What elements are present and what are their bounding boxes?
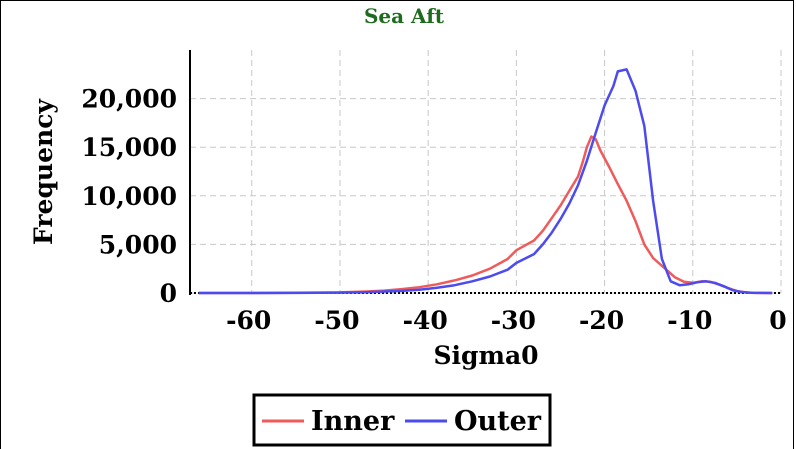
x-ticks: -60 -50 -40 -30 -20 -10 0 [226, 306, 787, 335]
legend-label-outer: Outer [454, 406, 542, 437]
legend-label-inner: Inner [311, 406, 395, 437]
chart-title: Sea Aft [364, 4, 445, 28]
x-axis-label: Sigma0 [433, 341, 538, 370]
x-tick-label: -50 [314, 306, 359, 335]
legend: Inner Outer [252, 393, 552, 447]
x-tick-label: -40 [403, 306, 448, 335]
series-line-outer [198, 68, 773, 295]
series-group [198, 68, 773, 295]
axes [189, 50, 781, 295]
x-tick-label: -10 [667, 306, 712, 335]
y-axis-label: Frequency [29, 98, 58, 245]
y-tick-label: 15,000 [81, 133, 177, 162]
grid [190, 50, 782, 294]
y-tick-label: 20,000 [81, 85, 177, 114]
x-tick-label: -20 [579, 306, 624, 335]
x-tick-label: -30 [491, 306, 536, 335]
series-line-inner [198, 135, 773, 295]
x-tick-label: 0 [769, 306, 786, 335]
x-tick-label: -60 [226, 306, 271, 335]
y-tick-label: 0 [160, 279, 177, 308]
y-tick-label: 5,000 [99, 230, 177, 259]
y-ticks: 0 5,000 10,000 15,000 20,000 [81, 85, 177, 308]
y-tick-label: 10,000 [81, 182, 177, 211]
